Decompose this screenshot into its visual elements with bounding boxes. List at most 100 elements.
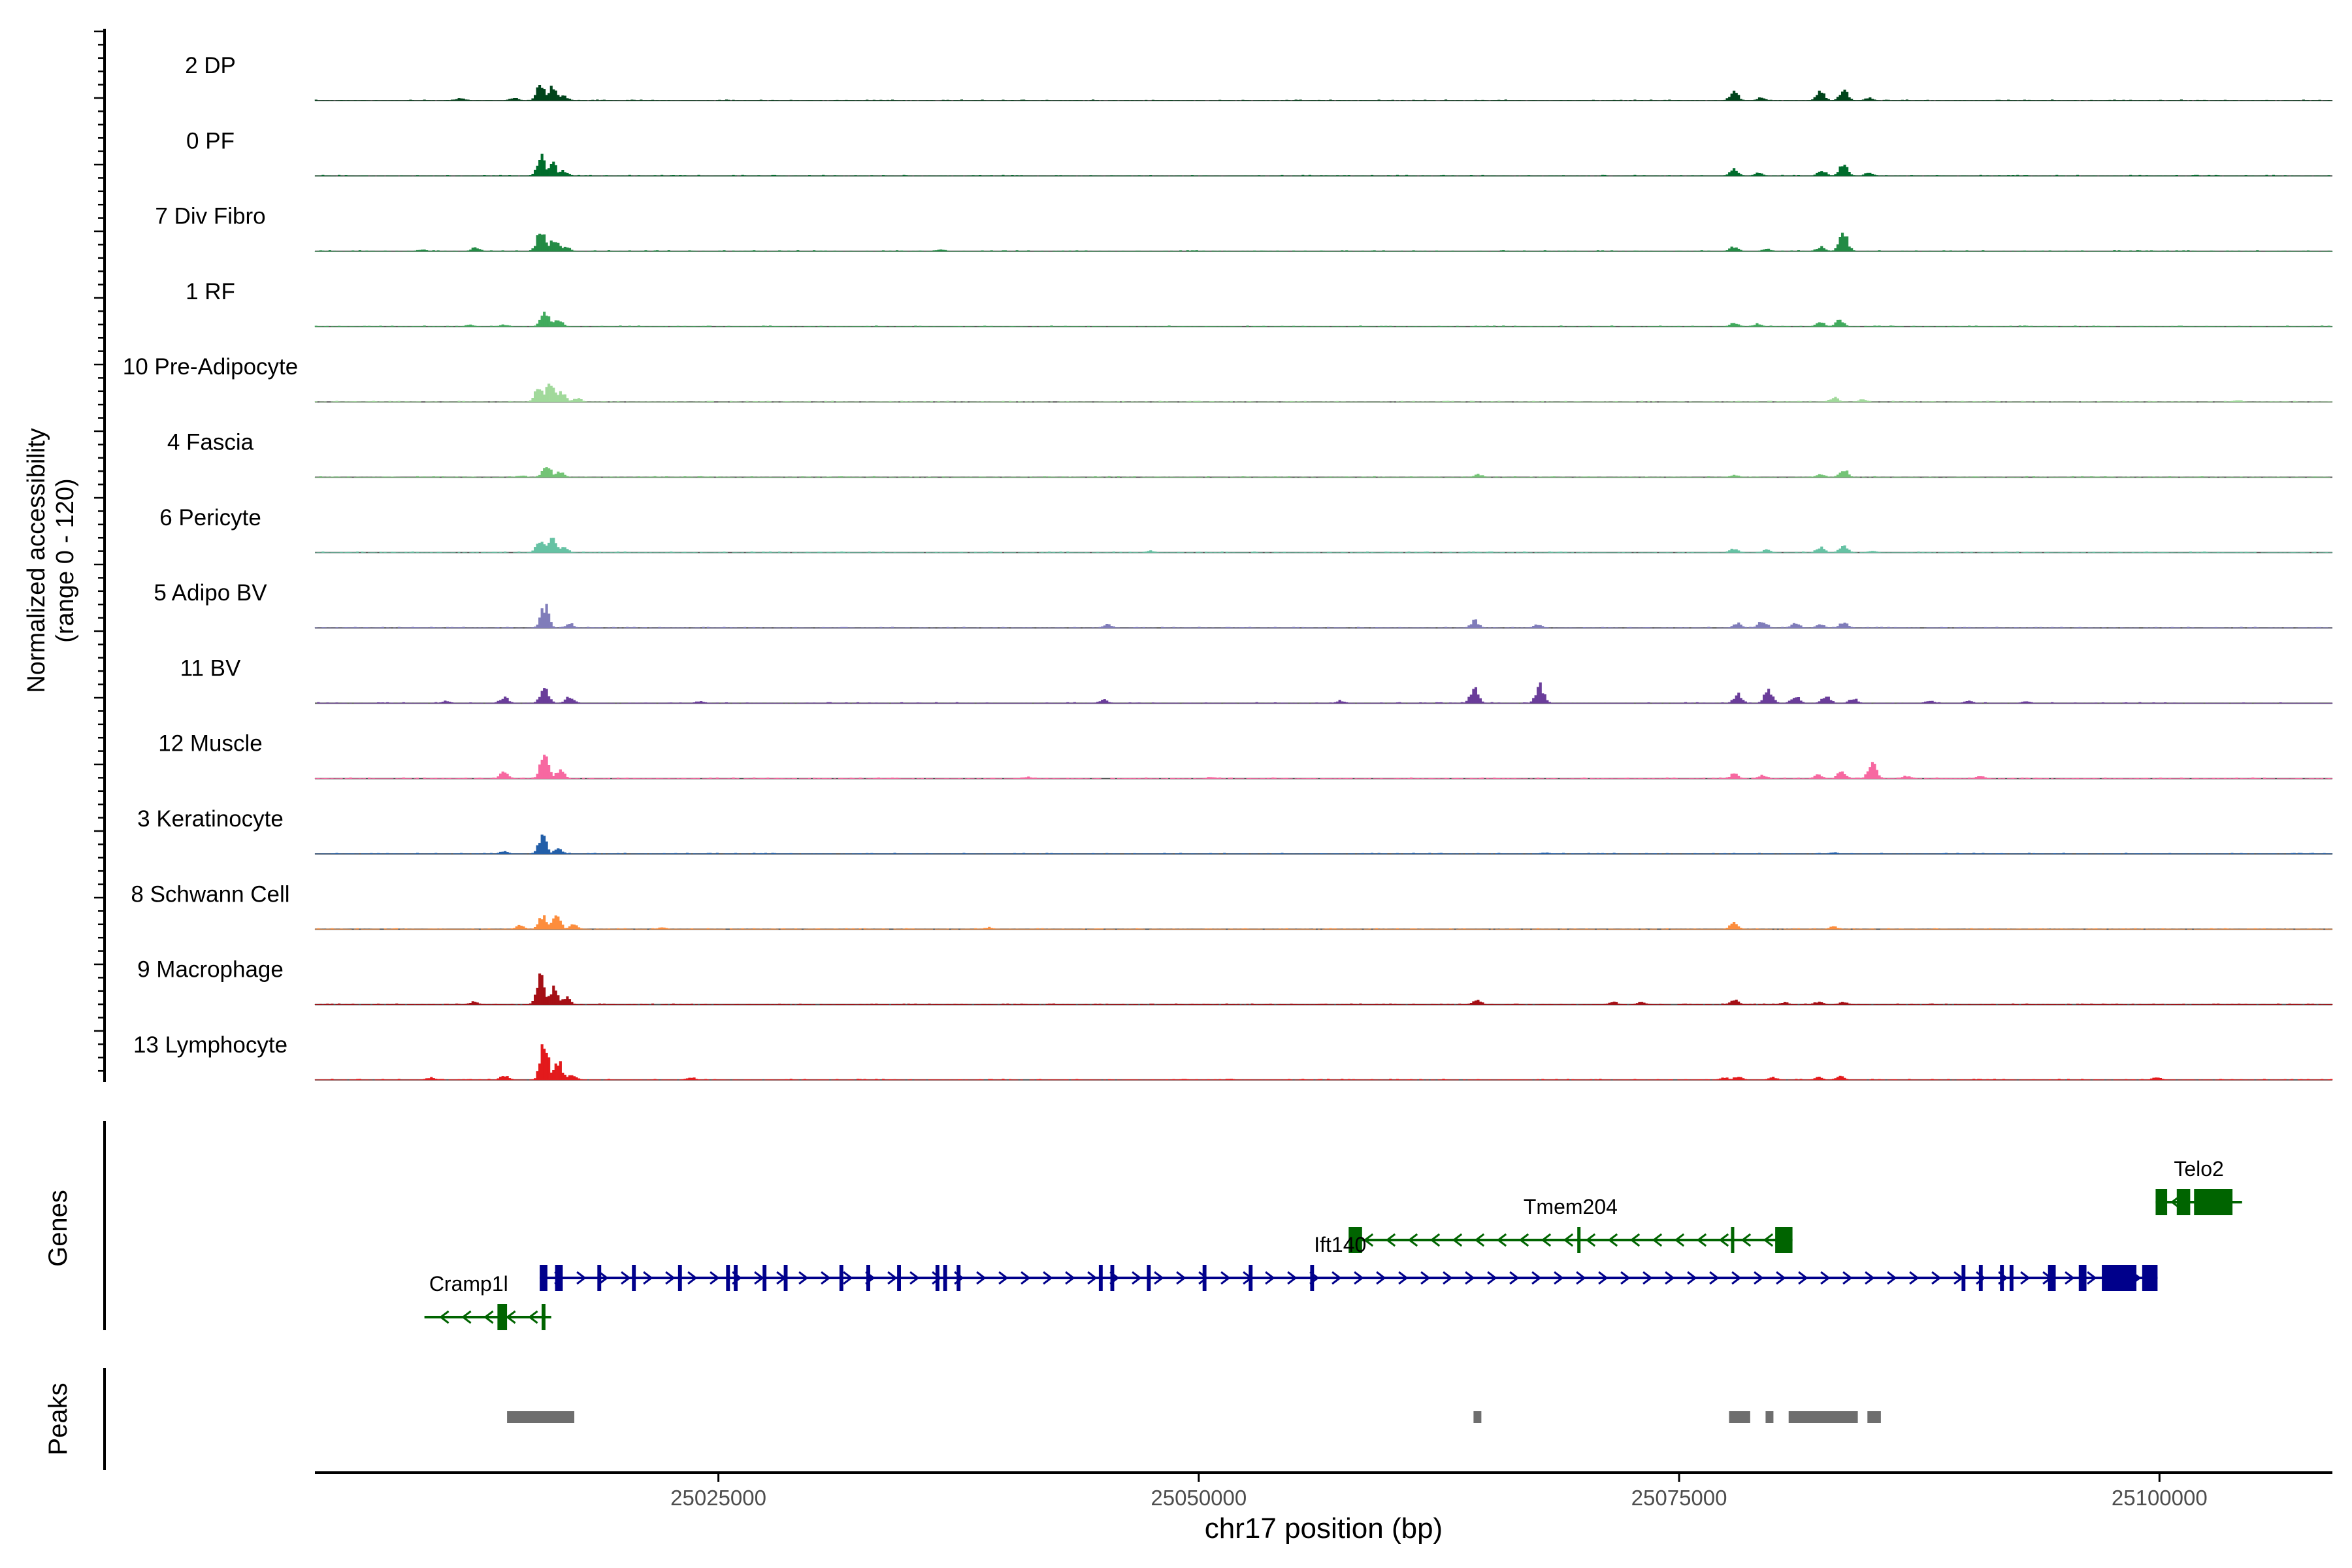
gene-exon <box>897 1265 901 1291</box>
gene-exon <box>734 1265 738 1291</box>
gene-exon <box>2102 1265 2137 1291</box>
gene-label: Telo2 <box>2174 1157 2224 1181</box>
gene-exon <box>497 1304 508 1330</box>
gene-exon <box>839 1265 843 1291</box>
gene-tmem204: Tmem204 <box>1348 1195 1793 1253</box>
track-label: 7 Div Fibro <box>155 204 265 229</box>
gene-exon <box>1249 1265 1253 1291</box>
gene-exon <box>1202 1265 1207 1291</box>
gene-exon <box>1775 1227 1793 1253</box>
track-label: 6 Pericyte <box>159 505 261 531</box>
peak-regions <box>507 1411 1881 1423</box>
coverage-area <box>314 915 2333 930</box>
gene-exon <box>2194 1189 2233 1215</box>
gene-exon <box>1961 1265 1966 1291</box>
gene-exon <box>2000 1265 2004 1291</box>
gene-exon <box>2078 1265 2087 1291</box>
x-axis-label: chr17 position (bp) <box>1205 1512 1443 1544</box>
track-1-rf: 1 RF <box>186 279 2333 327</box>
peaks-panel: Peaks <box>44 1368 1881 1470</box>
gene-exon <box>540 1265 547 1291</box>
gene-label: Cramp1l <box>429 1272 508 1296</box>
gene-exon <box>783 1265 788 1291</box>
peak-region <box>1765 1411 1774 1423</box>
peak-region <box>1729 1411 1750 1423</box>
track-12-muscle: 12 Muscle <box>158 731 2333 779</box>
gene-exon <box>935 1265 939 1291</box>
gene-ift140: Ift140 <box>540 1233 2158 1291</box>
gene-exon <box>866 1265 870 1291</box>
gene-exon <box>1577 1227 1581 1253</box>
coverage-area <box>317 682 2333 704</box>
track-5-adipo-bv: 5 Adipo BV <box>154 580 2333 629</box>
coverage-area <box>314 467 2330 478</box>
gene-exon <box>2176 1189 2191 1215</box>
gene-cramp1l: Cramp1l <box>424 1272 551 1330</box>
gene-exon <box>1098 1265 1103 1291</box>
y-axis-range-label: (range 0 - 120) <box>52 478 79 642</box>
track-10-pre-adipocyte: 10 Pre-Adipocyte <box>123 354 2333 403</box>
gene-exon <box>2155 1189 2168 1215</box>
gene-exon <box>1310 1265 1315 1291</box>
peak-region <box>1788 1411 1858 1423</box>
gene-exon <box>956 1265 961 1291</box>
track-8-schwann-cell: 8 Schwann Cell <box>131 881 2333 930</box>
x-tick-label: 25050000 <box>1151 1486 1247 1510</box>
gene-exon <box>678 1265 682 1291</box>
coverage-area <box>314 604 2333 629</box>
gene-telo2: Telo2 <box>2155 1157 2242 1215</box>
gene-exon <box>2142 1265 2158 1291</box>
y-axis-title: Normalized accessibility (range 0 - 120) <box>23 428 79 693</box>
track-label: 8 Schwann Cell <box>131 881 289 907</box>
coverage-area <box>315 538 2333 553</box>
track-label: 3 Keratinocyte <box>137 806 284 832</box>
coverage-area <box>314 384 2333 402</box>
track-label: 10 Pre-Adipocyte <box>123 354 298 380</box>
track-3-keratinocyte: 3 Keratinocyte <box>137 806 2333 855</box>
coverage-area <box>314 755 2333 779</box>
x-tick-label: 25075000 <box>1631 1486 1727 1510</box>
track-11-bv: 11 BV <box>180 655 2333 704</box>
strand-arrows <box>1363 1233 1774 1247</box>
gene-exon <box>597 1265 602 1291</box>
track-label: 9 Macrophage <box>137 957 284 983</box>
gene-exon <box>1731 1227 1735 1253</box>
peak-region <box>1473 1411 1482 1423</box>
coverage-area <box>314 973 2333 1005</box>
gene-exon <box>943 1265 947 1291</box>
track-6-pericyte: 6 Pericyte <box>159 505 2333 553</box>
gene-label: Tmem204 <box>1524 1195 1618 1218</box>
gene-exon <box>1978 1265 1983 1291</box>
gene-exon <box>2009 1265 2014 1291</box>
track-label: 2 DP <box>185 53 236 78</box>
gene-exon <box>1110 1265 1115 1291</box>
genes-panel-label: Genes <box>44 1190 73 1267</box>
track-2-dp: 2 DP <box>185 53 2333 101</box>
track-13-lymphocyte: 13 Lymphocyte <box>133 1032 2333 1081</box>
peak-region <box>1867 1411 1881 1423</box>
coverage-area <box>314 312 2333 327</box>
peaks-panel-label: Peaks <box>44 1382 73 1455</box>
peak-region <box>507 1411 575 1423</box>
track-label: 13 Lymphocyte <box>133 1032 287 1058</box>
track-4-fascia: 4 Fascia <box>167 430 2332 478</box>
strand-arrows <box>439 1310 538 1324</box>
gene-models: Telo2 Tmem204 Ift140 Cramp1l <box>424 1157 2242 1330</box>
gene-exon <box>632 1265 636 1291</box>
coverage-tracks: 2 DP 0 PF 7 Div Fibro 1 RF 10 Pre-Adipocyte 4… <box>123 53 2333 1081</box>
track-label: 1 RF <box>186 279 235 304</box>
track-0-pf: 0 PF <box>186 128 2332 177</box>
track-7-div-fibro: 7 Div Fibro <box>155 204 2333 252</box>
track-label: 5 Adipo BV <box>154 580 267 606</box>
gene-exon <box>762 1265 767 1291</box>
track-label: 11 BV <box>180 655 241 681</box>
gene-exon <box>1147 1265 1151 1291</box>
gene-exon <box>555 1265 563 1291</box>
gene-exon <box>2048 1265 2056 1291</box>
gene-label: Ift140 <box>1314 1233 1366 1256</box>
y-axis-ticks <box>94 30 105 1072</box>
y-axis-label: Normalized accessibility <box>23 428 50 693</box>
coverage-area <box>314 233 2333 252</box>
x-tick-label: 25100000 <box>2112 1486 2208 1510</box>
